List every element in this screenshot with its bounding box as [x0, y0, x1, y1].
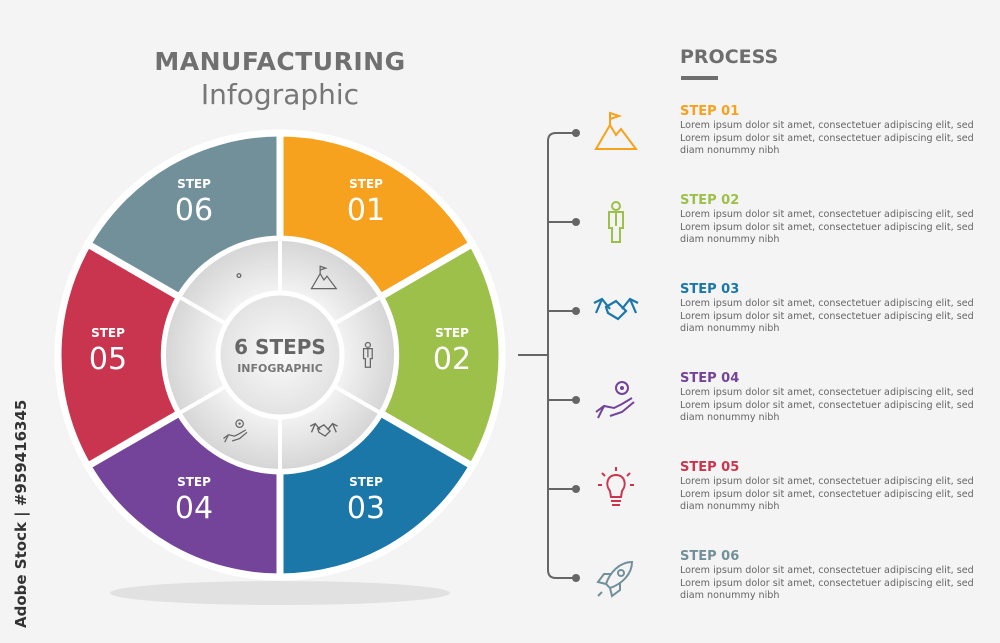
mountain-flag-icon: [310, 265, 338, 290]
segment-step-label: STEP: [177, 475, 211, 489]
timeline-dot: [572, 307, 580, 315]
step-description-line: Lorem ipsum dolor sit amet, consectetuer…: [680, 387, 974, 398]
segment-step-label: STEP: [177, 177, 211, 191]
step-description-line: diam nonummy nibh: [680, 234, 780, 245]
segment-step-label: STEP: [435, 326, 469, 340]
step-title: STEP 02: [680, 193, 740, 208]
handshake-icon: [592, 287, 640, 335]
process-step-03: STEP 03 Lorem ipsum dolor sit amet, conse…: [680, 282, 980, 336]
wheel-shadow: [110, 581, 450, 605]
timeline-dot: [572, 218, 580, 226]
step-description-line: Lorem ipsum dolor sit amet, consectetuer…: [680, 209, 974, 220]
timeline-dot: [572, 396, 580, 404]
center-circle: [215, 290, 345, 420]
step-title: STEP 05: [680, 460, 740, 475]
wheel-segment-step-04: [82, 408, 284, 581]
segment-step-number: 03: [347, 491, 385, 526]
wheel-segment-step-03: [276, 408, 478, 581]
businessman-icon: [362, 341, 373, 368]
step-description-line: diam nonummy nibh: [680, 501, 780, 512]
step-description-line: diam nonummy nibh: [680, 145, 780, 156]
businessman-icon: [592, 198, 640, 246]
step-description-line: Lorem ipsum dolor sit amet, consectetuer…: [680, 120, 974, 131]
step-description-line: Lorem ipsum dolor sit amet, consectetuer…: [680, 221, 974, 233]
process-step-01: STEP 01 Lorem ipsum dolor sit amet, conse…: [680, 104, 980, 158]
rocket-icon: [236, 273, 242, 279]
wheel-segment-step-06: [82, 129, 284, 302]
process-step-04: STEP 04 Lorem ipsum dolor sit amet, conse…: [680, 371, 980, 425]
step-description-line: Lorem ipsum dolor sit amet, consectetuer…: [680, 298, 974, 309]
process-step-06: STEP 06 Lorem ipsum dolor sit amet, conse…: [680, 549, 980, 603]
timeline-dot: [572, 485, 580, 493]
page-title: MANUFACTURING: [154, 47, 406, 76]
segment-step-number: 01: [347, 193, 385, 228]
lightbulb-icon: [592, 465, 640, 513]
center-subtitle: INFOGRAPHIC: [237, 362, 323, 375]
wheel-segment-step-02: [375, 239, 506, 471]
segment-step-number: 02: [433, 342, 471, 377]
timeline-dot: [572, 574, 580, 582]
step-description-line: Lorem ipsum dolor sit amet, consectetuer…: [680, 132, 974, 144]
step-description-line: diam nonummy nibh: [680, 323, 780, 334]
step-description-line: Lorem ipsum dolor sit amet, consectetuer…: [680, 399, 974, 411]
step-description-line: Lorem ipsum dolor sit amet, consectetuer…: [680, 488, 974, 500]
rocket-icon: [592, 554, 640, 602]
timeline-dot: [572, 129, 580, 137]
center-title: 6 STEPS: [234, 335, 326, 359]
step-description-line: diam nonummy nibh: [680, 412, 780, 423]
wheel-segment-step-01: [276, 129, 478, 302]
segment-step-number: 06: [175, 193, 213, 228]
segment-step-label: STEP: [349, 177, 383, 191]
step-title: STEP 06: [680, 549, 740, 564]
segment-step-number: 04: [175, 491, 213, 526]
mountain-flag-icon: [592, 109, 640, 157]
process-heading: PROCESS: [680, 46, 779, 68]
step-description-line: Lorem ipsum dolor sit amet, consectetuer…: [680, 476, 974, 487]
watermark: Adobe Stock | #959416345: [12, 399, 30, 628]
step-title: STEP 03: [680, 282, 740, 297]
step-title: STEP 01: [680, 104, 740, 119]
process-step-02: STEP 02 Lorem ipsum dolor sit amet, conse…: [680, 193, 980, 247]
wheel-segment-step-05: [54, 239, 185, 471]
process-step-05: STEP 05 Lorem ipsum dolor sit amet, conse…: [680, 460, 980, 514]
timeline-line: [547, 132, 576, 579]
hand-gear-icon: [592, 376, 640, 424]
segment-step-number: 05: [89, 342, 127, 377]
page-subtitle: Infographic: [200, 78, 360, 111]
step-description-line: Lorem ipsum dolor sit amet, consectetuer…: [680, 565, 974, 576]
segment-step-label: STEP: [349, 475, 383, 489]
segment-step-label: STEP: [91, 326, 125, 340]
handshake-icon: [309, 422, 338, 437]
step-description-line: Lorem ipsum dolor sit amet, consectetuer…: [680, 310, 974, 322]
heading-underline: [681, 76, 718, 80]
hand-gear-icon: [223, 419, 248, 443]
step-description-line: Lorem ipsum dolor sit amet, consectetuer…: [680, 577, 974, 589]
step-description-line: diam nonummy nibh: [680, 590, 780, 601]
step-title: STEP 04: [680, 371, 740, 386]
